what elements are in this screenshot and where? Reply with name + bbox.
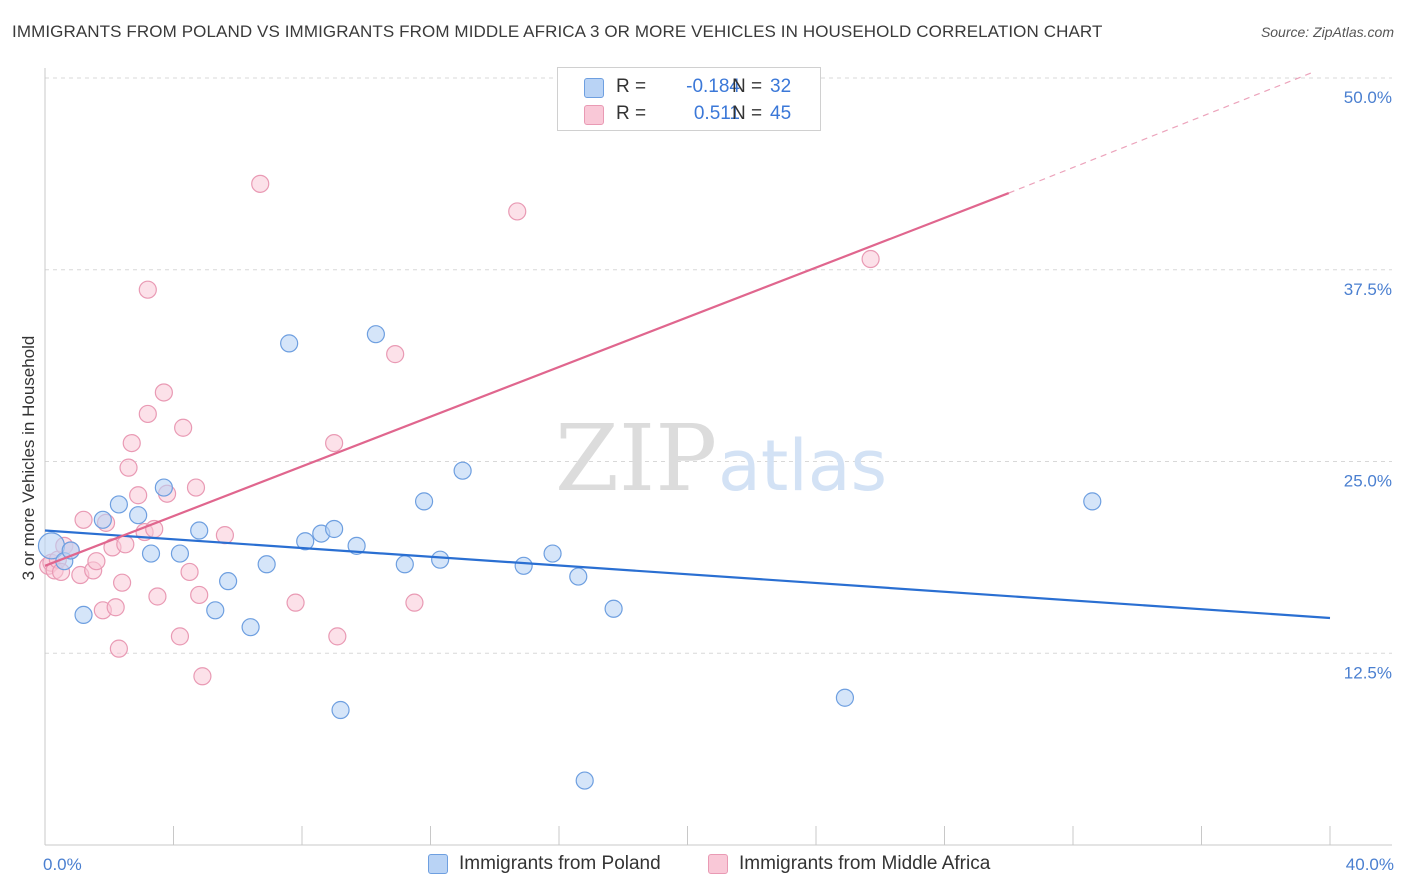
middle-africa-r-value: 0.511 [693, 103, 740, 124]
poland-n-label: N = [732, 76, 763, 97]
poland-point [206, 601, 225, 620]
poland-point [219, 572, 238, 591]
middle-africa-point [109, 639, 128, 658]
poland-point [241, 618, 260, 637]
y-tick-label: 12.5% [1344, 663, 1392, 682]
y-tick-label: 50.0% [1344, 88, 1392, 107]
x-tick-label-max: 40.0% [1346, 855, 1394, 874]
poland-point [296, 532, 315, 551]
middle-africa-point [286, 593, 305, 612]
middle-africa-point [112, 573, 132, 592]
middle-africa-trend-line [44, 192, 1010, 567]
poland-point [154, 478, 173, 497]
middle-africa-point [74, 510, 93, 529]
middle-africa-legend-label: Immigrants from Middle Africa [739, 853, 991, 874]
middle-africa-point [325, 433, 344, 453]
middle-africa-point [122, 433, 141, 453]
series-legend: Immigrants from Poland Immigrants from M… [0, 853, 1406, 877]
poland-r-value: -0.184 [686, 76, 740, 97]
poland-point [366, 325, 385, 344]
poland-point [347, 536, 366, 555]
poland-point [331, 700, 350, 720]
middle-africa-point [138, 280, 157, 299]
poland-point [835, 688, 855, 707]
middle-africa-point [87, 552, 106, 571]
poland-swatch [584, 78, 604, 98]
poland-point [109, 495, 128, 514]
middle-africa-point [251, 174, 270, 193]
trend-lines [44, 71, 1331, 620]
poland-point [453, 461, 472, 480]
poland-r-label: R = [616, 76, 647, 97]
poland-trend-line [44, 529, 1331, 620]
middle-africa-point [193, 667, 212, 686]
chart-title: IMMIGRANTS FROM POLAND VS IMMIGRANTS FRO… [12, 22, 1103, 41]
poland-point [569, 567, 588, 586]
middle-africa-point [148, 587, 167, 606]
middle-africa-point [116, 535, 135, 554]
middle-africa-point [170, 627, 190, 646]
middle-africa-point [154, 383, 173, 402]
poland-point [414, 492, 434, 511]
middle-africa-n-value: 45 [770, 103, 792, 124]
middle-africa-legend-swatch [708, 854, 728, 874]
series-poland-points [37, 325, 1102, 790]
poland-legend-label: Immigrants from Poland [459, 853, 661, 874]
poland-point [604, 599, 623, 618]
y-tick-label: 37.5% [1344, 280, 1392, 299]
middle-africa-point [174, 418, 193, 437]
poland-point [1083, 492, 1102, 511]
middle-africa-point [405, 593, 424, 612]
poland-point [543, 544, 562, 563]
poland-point [170, 544, 190, 563]
middle-africa-point [106, 598, 125, 617]
middle-africa-point [180, 562, 199, 582]
middle-africa-point [215, 526, 234, 545]
middle-africa-trend-extension [1008, 71, 1315, 194]
tick-labels: 12.5% 25.0% 37.5% 50.0% 0.0% 40.0% [43, 88, 1394, 874]
middle-africa-point [186, 478, 206, 497]
poland-point [257, 555, 276, 574]
middle-africa-swatch [584, 105, 604, 125]
watermark: ZIP atlas [555, 405, 887, 512]
middle-africa-point [328, 627, 347, 646]
y-tick-label: 25.0% [1344, 472, 1392, 491]
middle-africa-r-label: R = [616, 103, 647, 124]
middle-africa-point [861, 249, 880, 269]
poland-point [280, 334, 299, 353]
poland-legend-swatch [428, 854, 448, 874]
middle-africa-n-label: N = [732, 103, 763, 124]
poland-point [190, 521, 209, 540]
middle-africa-point [129, 486, 148, 505]
poland-point [141, 544, 161, 563]
watermark-zip: ZIP [555, 405, 717, 512]
watermark-atlas: atlas [718, 425, 887, 507]
poland-point [129, 506, 148, 525]
middle-africa-point [119, 458, 138, 477]
poland-point [74, 605, 93, 625]
poland-point [395, 555, 414, 574]
middle-africa-point [138, 404, 157, 424]
poland-point [514, 556, 533, 575]
poland-n-value: 32 [770, 76, 792, 97]
source-label: Source: ZipAtlas.com [1260, 24, 1394, 40]
gridlines [45, 77, 1392, 654]
poland-point [325, 519, 344, 539]
correlation-legend: R = -0.184 N = 32 R = 0.511 N = 45 [557, 67, 821, 131]
middle-africa-point [190, 585, 209, 605]
middle-africa-point [508, 202, 527, 221]
y-axis-label: 3 or more Vehicles in Household [19, 336, 38, 581]
poland-point [431, 550, 450, 569]
middle-africa-point [386, 345, 405, 364]
poland-point [93, 510, 112, 529]
axes [44, 68, 1392, 846]
poland-point [575, 771, 594, 790]
x-tick-label-min: 0.0% [43, 855, 82, 874]
